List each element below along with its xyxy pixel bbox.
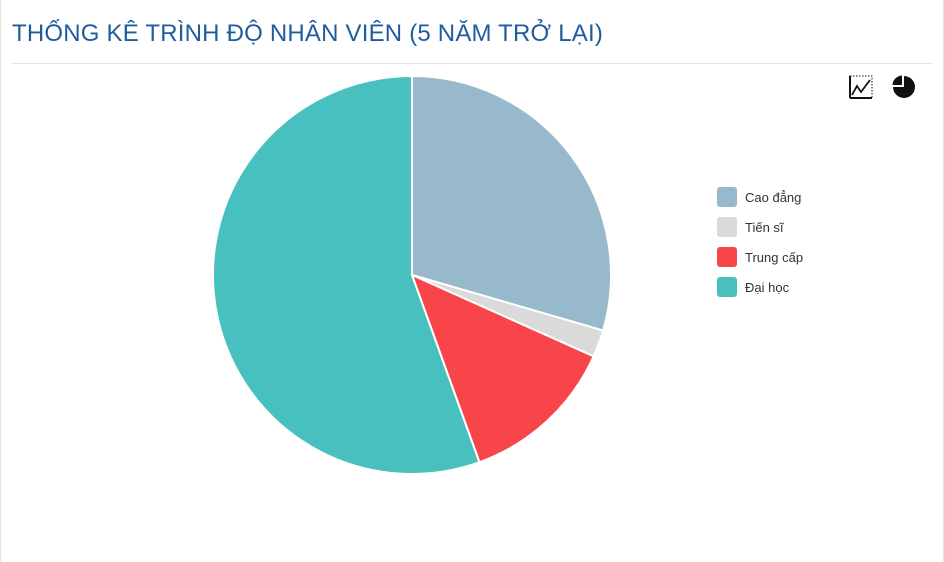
legend-item[interactable]: Cao đẳng	[717, 182, 803, 212]
legend-swatch	[717, 247, 737, 267]
legend-label: Tiến sĩ	[745, 219, 784, 235]
pie-slice-0[interactable]	[411, 74, 612, 332]
chart-legend: Cao đẳng Tiến sĩ Trung cấp Đại học	[717, 182, 803, 302]
page-title: THỐNG KÊ TRÌNH ĐỘ NHÂN VIÊN (5 NĂM TRỞ L…	[12, 20, 604, 47]
chart-toolbar	[847, 73, 917, 101]
legend-swatch	[717, 217, 737, 237]
pie-slice-3[interactable]	[212, 74, 481, 475]
legend-swatch	[717, 187, 737, 207]
pie-slice-2[interactable]	[410, 273, 595, 464]
legend-item[interactable]: Đại học	[717, 272, 803, 302]
legend-label: Trung cấp	[745, 249, 804, 265]
panel-header: THỐNG KÊ TRÌNH ĐỘ NHÂN VIÊN (5 NĂM TRỞ L…	[11, 0, 933, 64]
legend-swatch	[717, 277, 737, 297]
pie-chart	[212, 74, 612, 475]
legend-item[interactable]: Trung cấp	[717, 242, 803, 272]
line-chart-icon	[849, 75, 873, 99]
legend-item[interactable]: Tiến sĩ	[717, 212, 803, 242]
pie-chart-icon	[892, 75, 915, 98]
line-chart-button[interactable]	[847, 73, 875, 101]
legend-label: Cao đẳng	[745, 189, 802, 205]
legend-label: Đại học	[745, 279, 790, 295]
pie-chart-button[interactable]	[889, 73, 917, 101]
